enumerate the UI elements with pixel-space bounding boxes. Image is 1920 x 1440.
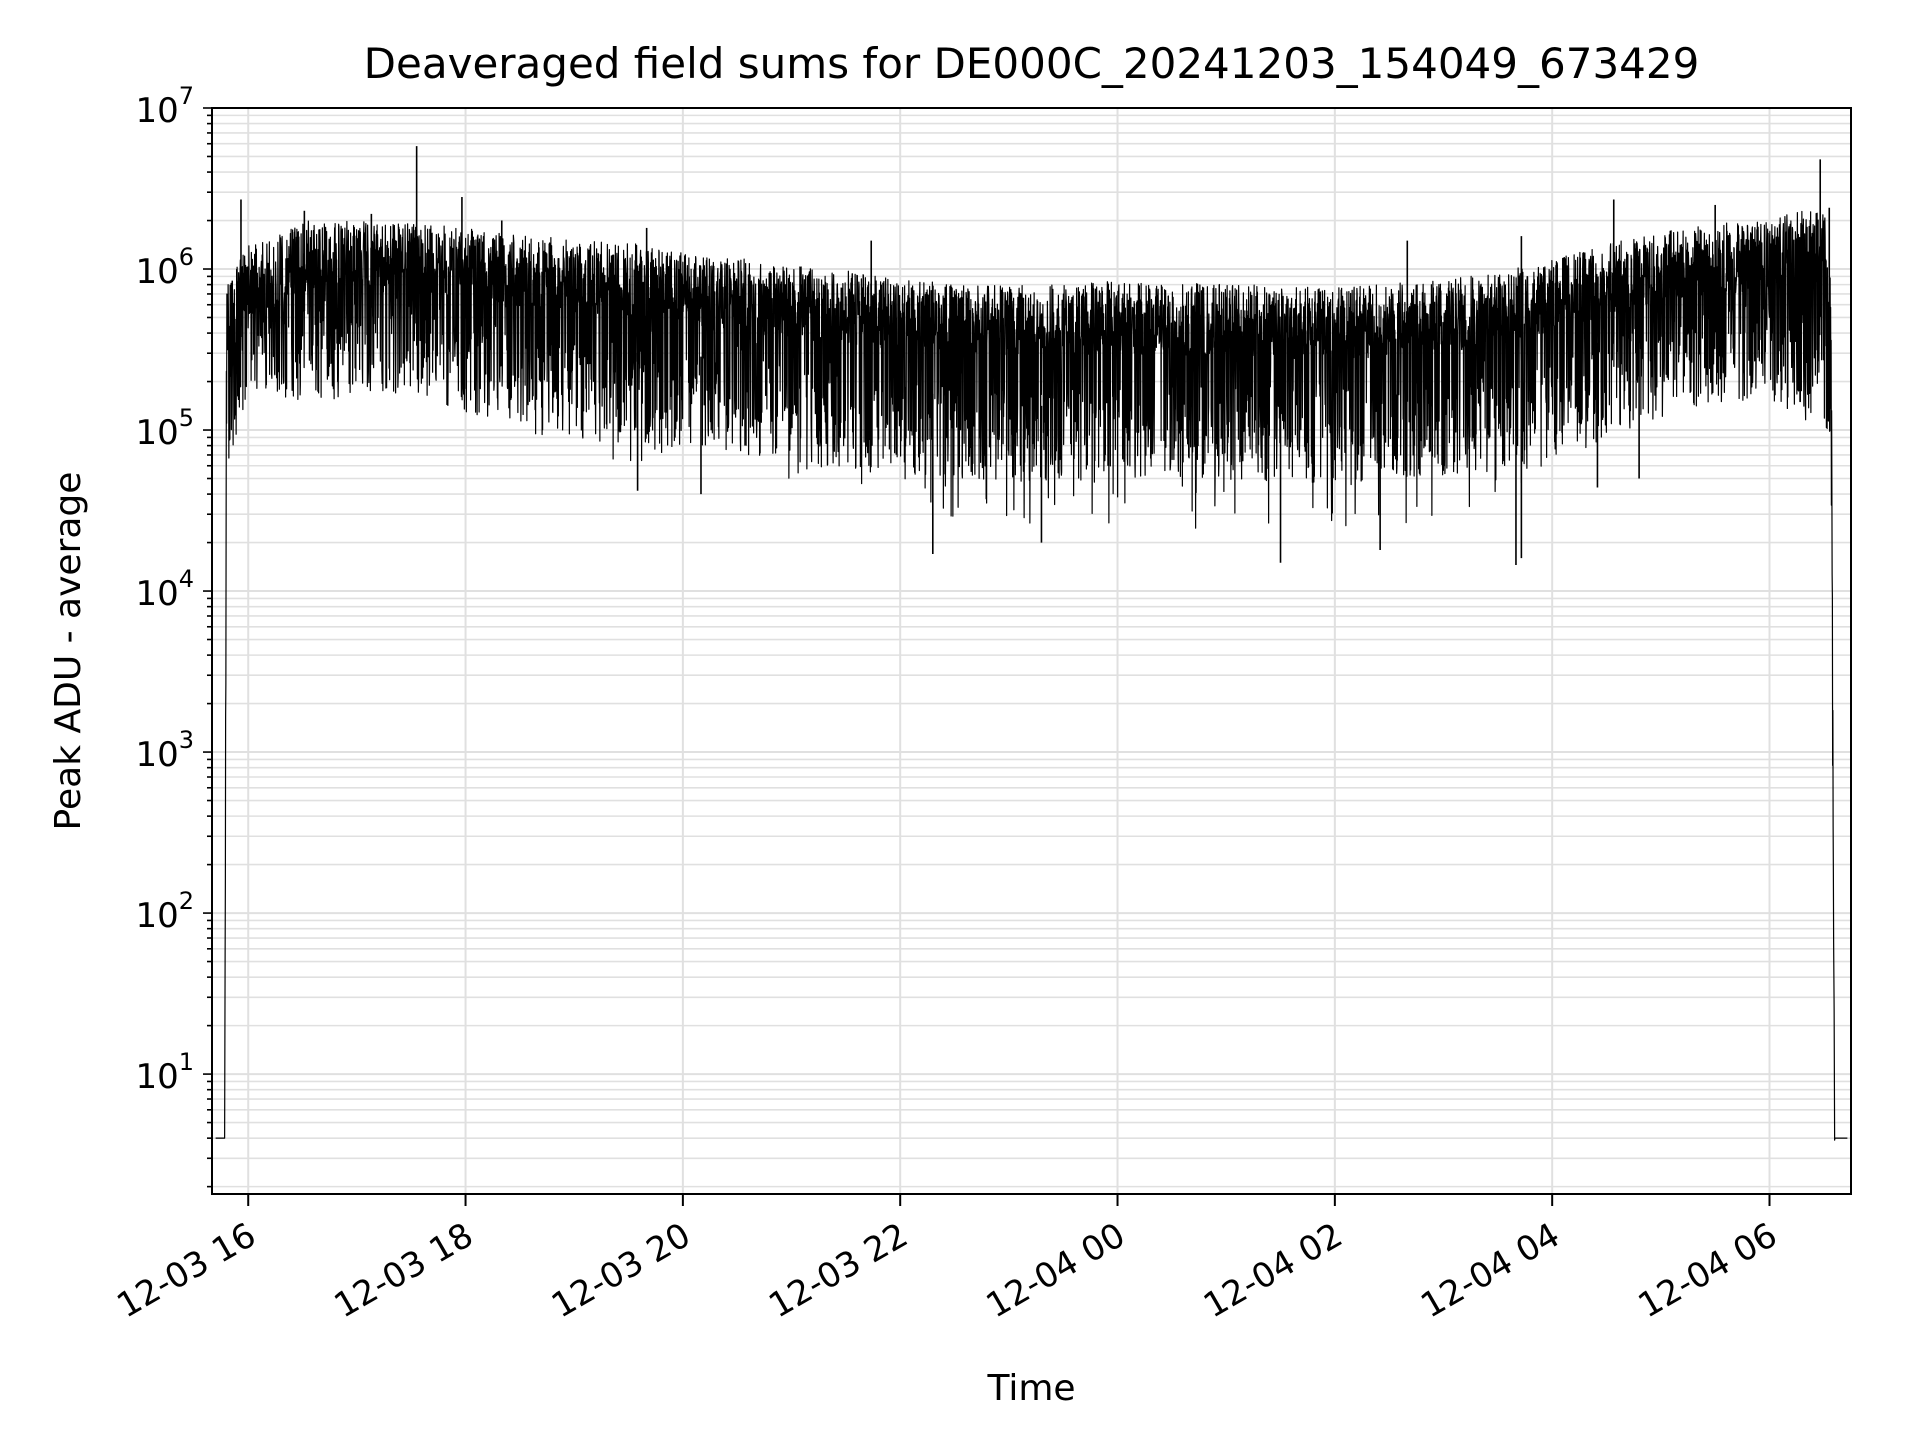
chart-title: Deaveraged field sums for DE000C_2024120…	[364, 39, 1700, 88]
series-line	[215, 210, 1848, 1141]
y-tick-label: 103	[135, 726, 194, 775]
y-axis-ticks: 101 102 103 104 105 106 107	[135, 82, 212, 1188]
data-series	[215, 146, 1848, 1141]
y-axis-label: Peak ADU - average	[48, 472, 89, 831]
y-tick-label: 107	[135, 82, 194, 131]
y-tick-label: 105	[135, 404, 194, 453]
plot-frame	[211, 107, 1852, 1195]
y-tick-label: 106	[135, 243, 194, 292]
y-tick-label: 104	[135, 565, 194, 614]
y-tick-label: 101	[135, 1048, 194, 1097]
y-tick-label: 102	[135, 887, 194, 936]
x-axis-label: Time	[986, 1368, 1075, 1409]
